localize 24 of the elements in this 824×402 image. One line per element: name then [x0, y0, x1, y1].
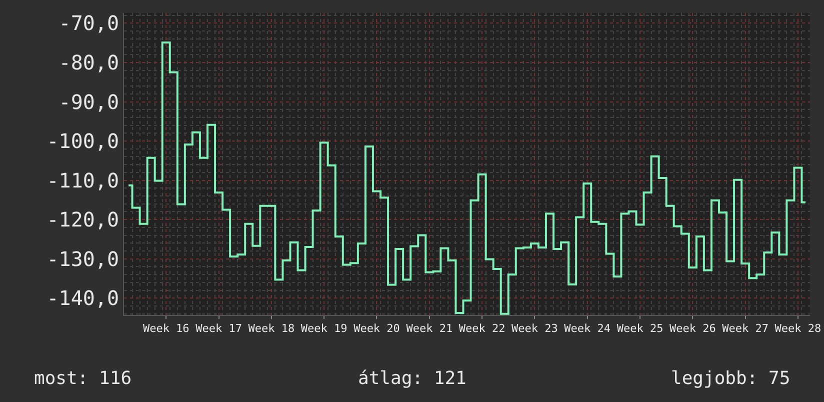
x-tick-label: Week 19 — [300, 322, 348, 336]
x-tick-label: Week 25 — [616, 322, 664, 336]
x-tick-label: Week 27 — [722, 322, 768, 336]
y-tick-label: -100,0 — [46, 129, 119, 154]
text: legjobb: 75 — [671, 368, 790, 389]
y-tick-label: -120,0 — [46, 208, 119, 232]
x-tick-label: Week 22 — [458, 322, 506, 336]
y-tick-label: -70,0 — [58, 11, 119, 36]
x-tick-label: Week 20 — [354, 322, 400, 336]
y-tick-label: -110,0 — [46, 168, 119, 192]
y-tick-label: -80,0 — [58, 50, 119, 74]
x-tick-label: Week 17 — [196, 322, 242, 336]
y-tick-label: -140,0 — [46, 286, 119, 310]
x-tick-label: Week 24 — [564, 322, 611, 336]
x-tick-label: Week 16 — [142, 322, 190, 336]
x-tick-label: Week 23 — [512, 322, 558, 336]
x-tick-label: Week 28 — [774, 322, 822, 336]
x-tick-label: Week 26 — [669, 322, 716, 336]
x-tick-label: Week 21 — [406, 322, 453, 336]
y-tick-label: -90,0 — [58, 90, 119, 114]
text: most: 116 — [34, 368, 132, 389]
x-tick-label: Week 18 — [248, 322, 295, 336]
y-tick-label: -130,0 — [46, 246, 119, 271]
text: átlag: 121 — [358, 368, 466, 389]
